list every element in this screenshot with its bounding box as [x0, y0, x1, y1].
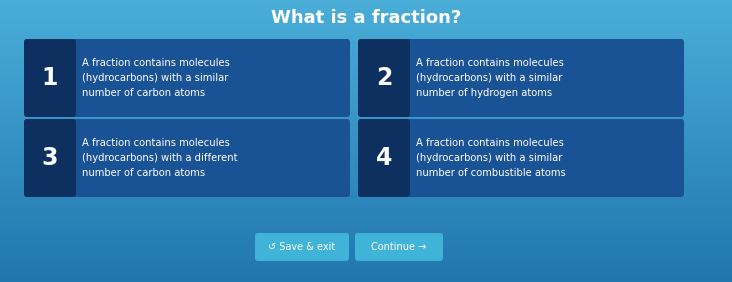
FancyBboxPatch shape [358, 119, 410, 197]
FancyBboxPatch shape [358, 39, 410, 117]
Text: Continue →: Continue → [371, 242, 427, 252]
FancyBboxPatch shape [24, 39, 76, 117]
Text: 1: 1 [42, 66, 58, 90]
FancyBboxPatch shape [24, 39, 350, 117]
Text: A fraction contains molecules
(hydrocarbons) with a similar
number of combustibl: A fraction contains molecules (hydrocarb… [416, 138, 566, 178]
Text: A fraction contains molecules
(hydrocarbons) with a different
number of carbon a: A fraction contains molecules (hydrocarb… [82, 138, 237, 178]
FancyBboxPatch shape [255, 233, 349, 261]
Text: A fraction contains molecules
(hydrocarbons) with a similar
number of carbon ato: A fraction contains molecules (hydrocarb… [82, 58, 230, 98]
Text: 3: 3 [42, 146, 59, 170]
FancyBboxPatch shape [24, 119, 76, 197]
Text: ↺ Save & exit: ↺ Save & exit [269, 242, 336, 252]
Text: 4: 4 [376, 146, 392, 170]
Text: A fraction contains molecules
(hydrocarbons) with a similar
number of hydrogen a: A fraction contains molecules (hydrocarb… [416, 58, 564, 98]
Text: 2: 2 [376, 66, 392, 90]
FancyBboxPatch shape [358, 119, 684, 197]
FancyBboxPatch shape [358, 39, 684, 117]
Text: What is a fraction?: What is a fraction? [271, 9, 461, 27]
FancyBboxPatch shape [355, 233, 443, 261]
FancyBboxPatch shape [24, 119, 350, 197]
